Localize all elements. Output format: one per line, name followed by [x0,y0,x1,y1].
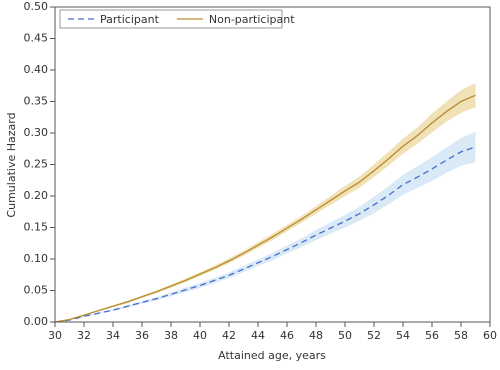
x-tick-label: 34 [106,329,120,342]
y-tick-label: 0.00 [24,315,49,328]
y-axis-label: Cumulative Hazard [5,112,18,217]
x-tick-label: 58 [454,329,468,342]
y-tick-label: 0.15 [24,221,49,234]
x-tick-label: 50 [338,329,352,342]
y-tick-label: 0.40 [24,63,49,76]
x-tick-label: 48 [309,329,323,342]
x-tick-label: 32 [77,329,91,342]
x-tick-label: 42 [222,329,236,342]
x-tick-label: 36 [135,329,149,342]
y-tick-label: 0.45 [24,32,49,45]
x-tick-label: 38 [164,329,178,342]
y-tick-label: 0.25 [24,158,49,171]
y-tick-label: 0.35 [24,95,49,108]
y-tick-label: 0.20 [24,189,49,202]
series-line [54,146,476,323]
confidence-band [55,131,476,322]
x-tick-label: 30 [48,329,62,342]
x-tick-label: 40 [193,329,207,342]
x-tick-label: 60 [483,329,497,342]
y-tick-label: 0.10 [24,252,49,265]
x-tick-label: 52 [367,329,381,342]
plot-frame [54,6,491,323]
x-tick-label: 44 [251,329,265,342]
x-tick-label: 56 [425,329,439,342]
y-tick-label: 0.50 [24,0,49,13]
y-tick-label: 0.05 [24,284,49,297]
legend-box [59,9,283,29]
y-tick-label: 0.30 [24,126,49,139]
x-axis-label: Attained age, years [218,349,326,362]
legend-label: Non-participant [209,13,295,26]
series-line [54,94,476,323]
confidence-band [55,83,476,322]
legend-label: Participant [100,13,160,26]
x-tick-label: 46 [280,329,294,342]
x-tick-label: 54 [396,329,410,342]
